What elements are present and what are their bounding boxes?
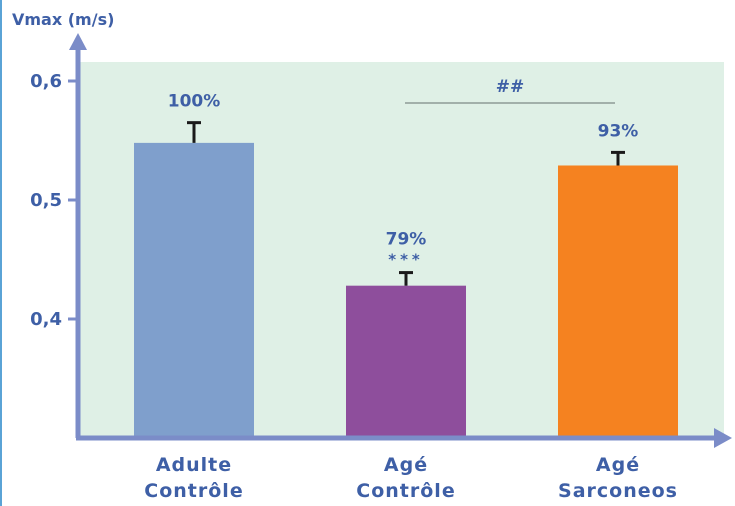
significance-mark-1: *** — [388, 251, 424, 269]
x-axis-arrow — [714, 428, 732, 448]
bar-0 — [134, 142, 254, 438]
bar-label-2: 93% — [598, 121, 639, 141]
bar-2 — [558, 165, 678, 439]
y-axis-arrow — [69, 33, 87, 50]
significance-bracket-label: ## — [496, 77, 525, 97]
x-tick-label-2-0: Agé — [596, 454, 640, 476]
y-tick-label-2: 0,6 — [30, 71, 62, 92]
bar-label-0: 100% — [168, 92, 221, 112]
x-tick-label-2-1: Sarconeos — [558, 480, 678, 502]
y-tick-label-1: 0,5 — [30, 190, 62, 211]
bar-label-1: 79% — [386, 230, 427, 250]
x-tick-label-1-0: Agé — [384, 454, 428, 476]
x-tick-label-0-0: Adulte — [156, 454, 232, 476]
bar-1 — [346, 285, 466, 438]
x-tick-label-0-1: Contrôle — [144, 480, 243, 502]
y-tick-label-0: 0,4 — [30, 309, 62, 330]
y-axis-label: Vmax (m/s) — [12, 10, 114, 29]
x-tick-label-1-1: Contrôle — [356, 480, 455, 502]
